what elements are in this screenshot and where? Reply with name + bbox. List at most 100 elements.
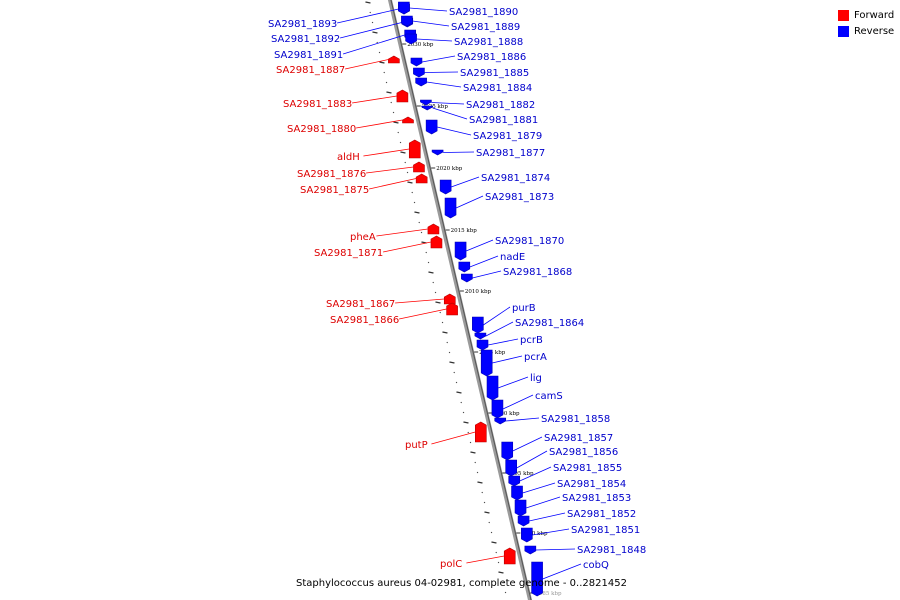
gene-glyph <box>421 105 434 111</box>
gene-glyph-shine <box>397 91 402 101</box>
gene-glyph <box>415 173 428 184</box>
scale-label: 2010 kbp <box>465 289 492 295</box>
scale-label: 1985 kbp <box>535 591 562 597</box>
gene-leader <box>497 376 529 389</box>
gene-leader <box>535 548 576 551</box>
gene-glyph <box>458 261 471 273</box>
gene-glyph-shine <box>519 517 523 525</box>
gene-leader <box>421 55 456 63</box>
gene-leader <box>376 228 428 237</box>
gene-leader <box>409 7 448 12</box>
gene-leader <box>528 512 566 522</box>
gene-leader <box>437 126 472 136</box>
legend-reverse: Reverse <box>838 24 894 38</box>
track-dot <box>411 191 413 194</box>
gene-glyph-shine <box>402 17 406 25</box>
gene-label: SA2981_1883 <box>283 99 352 110</box>
gene-glyph-shine <box>462 275 466 281</box>
track-dot <box>441 321 444 324</box>
gene-glyph-shine <box>427 121 431 133</box>
track-dot <box>434 291 437 294</box>
gene-leader <box>487 338 519 346</box>
gene-label: SA2981_1852 <box>567 509 636 520</box>
track-dot <box>397 131 399 134</box>
gene-glyph-shine <box>414 163 418 171</box>
scale-label: 1990 kbp <box>521 531 548 537</box>
gene-glyph-shine <box>476 423 480 441</box>
gene-label: lig <box>530 373 542 384</box>
track-dot <box>474 461 476 464</box>
scale-label: 2025 kbp <box>422 104 449 110</box>
track-dot <box>469 441 472 444</box>
gene-leader <box>342 34 405 55</box>
gene-leader <box>431 102 465 105</box>
gene-label: SA2981_1857 <box>544 433 613 444</box>
track-dot <box>455 381 458 384</box>
track-dot <box>470 451 476 454</box>
gene-label: SA2981_1854 <box>557 479 626 490</box>
track-dot <box>371 21 374 24</box>
track-dot <box>491 541 497 544</box>
gene-leader <box>532 528 570 536</box>
gene-glyph <box>508 475 521 487</box>
gene-glyph <box>444 197 457 219</box>
gene-leader <box>465 239 494 252</box>
gene-label: aldH <box>337 152 360 163</box>
gene-label: SA2981_1851 <box>571 525 640 536</box>
gene-leader <box>412 20 450 27</box>
track-dot <box>365 1 371 4</box>
gene-glyph <box>425 119 438 135</box>
gene-glyph <box>431 149 444 156</box>
track-dot <box>484 511 490 514</box>
gene-glyph-shine <box>421 101 425 104</box>
gene-glyph-shine <box>410 141 414 157</box>
gene-label: cobQ <box>583 560 609 571</box>
track-dot <box>448 351 451 354</box>
gene-glyph-shine <box>488 377 492 399</box>
track-dot <box>406 171 409 174</box>
gene-leader <box>485 321 514 337</box>
gene-glyph-shine <box>399 3 403 13</box>
gene-label: SA2981_1884 <box>463 83 532 94</box>
gene-label: SA2981_1891 <box>274 50 343 61</box>
gene-glyph <box>427 223 440 235</box>
gene-label: SA2981_1882 <box>466 100 535 111</box>
gene-glyph <box>413 161 425 173</box>
gene-leader <box>505 417 540 422</box>
gene-leader <box>424 71 459 73</box>
gene-glyph-shine <box>482 351 486 375</box>
track-dot <box>442 331 448 334</box>
track-dot <box>435 301 441 304</box>
gene-glyph <box>474 421 487 443</box>
gene-glyph-shine <box>431 237 436 247</box>
track-dot <box>504 591 507 594</box>
gene-label: SA2981_1871 <box>314 248 383 259</box>
gene-leader <box>356 119 403 129</box>
gene-label: SA2981_1876 <box>297 169 366 180</box>
track-dot <box>483 501 486 504</box>
gene-leader <box>432 107 468 120</box>
track-dot <box>453 371 455 374</box>
track-dot <box>495 551 497 554</box>
gene-label: SA2981_1880 <box>287 124 356 135</box>
gene-glyph <box>401 15 413 27</box>
gene-label: SA2981_1888 <box>454 37 523 48</box>
gene-label: SA2981_1868 <box>503 267 572 278</box>
track-dot <box>404 161 406 164</box>
gene-glyph-shine <box>532 563 537 595</box>
gene-glyph <box>486 375 499 401</box>
track-dot <box>372 31 378 34</box>
gene-leader <box>519 466 552 482</box>
track-dot <box>407 181 413 184</box>
track-dot <box>386 91 392 94</box>
gene-leader <box>352 95 397 104</box>
gene-label: SA2981_1848 <box>577 545 646 556</box>
gene-glyph <box>439 179 452 195</box>
gene-glyph-shine <box>417 175 421 182</box>
gene-glyph <box>494 417 507 425</box>
track-dot <box>432 281 434 284</box>
track-dot <box>449 361 455 364</box>
gene-label: putP <box>405 440 428 451</box>
track-dot <box>476 471 479 474</box>
track-dot <box>379 61 385 64</box>
